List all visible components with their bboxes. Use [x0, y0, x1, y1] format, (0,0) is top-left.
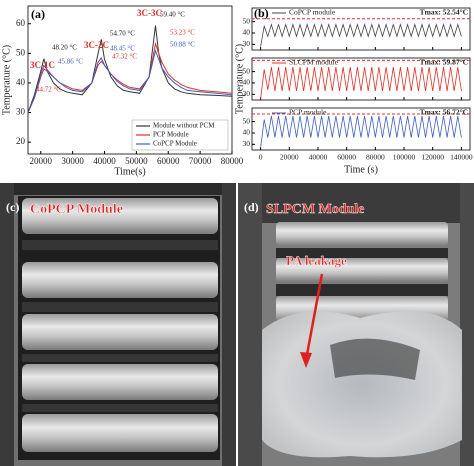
x-tick-label: 60000 [337, 153, 356, 162]
annotation: 3C-3C [137, 8, 162, 18]
series-line [260, 67, 462, 99]
x-tick-label: 140000 [450, 153, 473, 162]
x-tick-label: 40000 [93, 156, 116, 166]
y-tick-label: 50 [243, 116, 251, 125]
x-tick-label: 100000 [393, 153, 416, 162]
photo-c: (c) CoPCP Module [0, 183, 236, 466]
x-tick-label: 120000 [421, 153, 444, 162]
annotation: 3C-1C [30, 60, 55, 70]
x-tick-label: 50000 [125, 156, 148, 166]
panel-label: (b) [254, 6, 269, 20]
x-tick-label: 30000 [61, 156, 84, 166]
x-tick-label: 0 [259, 153, 263, 162]
plot-frame [251, 107, 471, 151]
y-axis-label: Temperature (°C) [1, 45, 12, 115]
series-line [27, 49, 233, 113]
photo-d: (d) SLPCM Module PA leakage [238, 183, 474, 466]
annotation: 45.86 °C [58, 58, 83, 66]
x-tick-label: 40000 [309, 153, 328, 162]
series-line [260, 115, 462, 148]
y-tick-label: 40 [243, 128, 251, 137]
y-tick-label: 40 [243, 28, 251, 37]
plot-frame [27, 5, 233, 155]
y-tick-label: 20 [16, 136, 26, 146]
max-label: Tmax: 56.72°C [420, 108, 468, 117]
x-tick-label: 80000 [366, 153, 385, 162]
legend-label: CoPCP Module [153, 140, 197, 148]
y-tick-label: 30 [16, 107, 26, 117]
max-label: Tmax: 59.87°C [420, 58, 468, 67]
photo-title: SLPCM Module [266, 202, 364, 217]
y-tick-label: 30 [243, 89, 251, 98]
annotation: PA leakage [286, 253, 347, 268]
y-tick-label: 30 [243, 39, 251, 48]
arrow-head [300, 352, 312, 368]
legend-label: PCP Module [153, 131, 189, 139]
annotation: 3C-2C [84, 40, 109, 50]
panel-label: (a) [31, 7, 45, 21]
x-axis-label: Time(s) [114, 166, 145, 177]
annotation: 47.32 °C [112, 53, 137, 61]
series-line [260, 23, 462, 47]
y-tick-label: 30 [243, 139, 251, 148]
photo-title: CoPCP Module [30, 202, 123, 217]
legend-label: CoPCP module [289, 8, 336, 17]
annotation: 54.70 °C [110, 30, 135, 38]
annotation: 50.88 °C [170, 41, 195, 49]
x-tick-label: 80000 [221, 156, 244, 166]
legend-label: Module without PCM [153, 122, 215, 130]
x-axis-label: Time (s) [344, 164, 378, 175]
y-tick-label: 50 [243, 16, 251, 25]
plot-frame [251, 7, 471, 51]
x-tick-label: 20000 [30, 156, 53, 166]
legend-label: PCP module [289, 108, 327, 117]
annotation: 59.40 °C [160, 11, 185, 19]
annotation: 48.20 °C [52, 44, 77, 52]
annotation: 48.45 °C [110, 45, 135, 53]
y-axis-label: Temperature (°C) [234, 44, 245, 114]
plot-frame [251, 57, 471, 101]
arrow-line [304, 273, 324, 361]
y-tick-label: 50 [243, 66, 251, 75]
x-tick-label: 60000 [157, 156, 180, 166]
y-tick-label: 60 [16, 18, 26, 28]
y-tick-label: 50 [16, 47, 26, 57]
max-label: Tmax: 52.54°C [420, 8, 468, 17]
panel-label: (c) [6, 200, 19, 214]
x-tick-label: 70000 [189, 156, 212, 166]
y-tick-label: 40 [243, 78, 251, 87]
x-tick-label: 20000 [280, 153, 299, 162]
legend-label: SLCPM module [289, 58, 339, 67]
series-line [27, 25, 233, 113]
annotation: 44.72 °C [36, 86, 61, 94]
legend-box [131, 119, 229, 151]
annotation: 53.23 °C [170, 29, 195, 37]
y-tick-label: 40 [16, 77, 26, 87]
panel-label: (d) [244, 200, 259, 214]
